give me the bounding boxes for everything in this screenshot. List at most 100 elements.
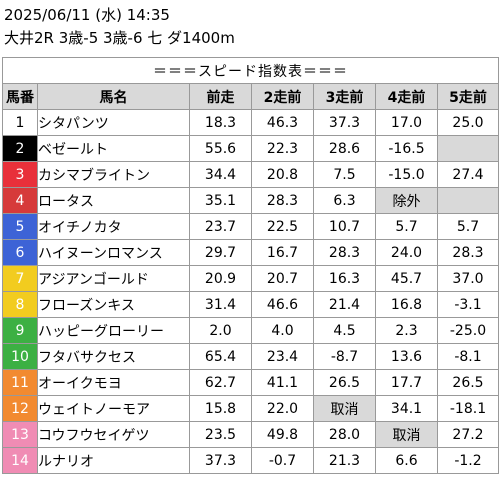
- horse-number-cell: 7: [2, 265, 38, 292]
- speed-index-cell: 28.3: [251, 187, 314, 214]
- table-body: 1 シタパンツ 18.3 46.3 37.3 17.0 25.0 2 ベゼールト 55.6 22.3…: [2, 109, 499, 474]
- table-row: 9 ハッピーグローリー 2.0 4.0 4.5 2.3 -25.0: [2, 317, 499, 344]
- table-row: 5 オイチノカタ 23.7 22.5 10.7 5.7 5.7: [2, 213, 499, 240]
- table-row: 10 フタバサクセス 65.4 23.4 -8.7 13.6 -8.1: [2, 343, 499, 370]
- table-row: 4 ロータス 35.1 28.3 6.3 除外: [2, 187, 499, 214]
- speed-index-cell: 34.1: [375, 395, 438, 422]
- speed-index-cell: 25.0: [437, 109, 499, 136]
- speed-index-cell: 45.7: [375, 265, 438, 292]
- horse-name-cell: ベゼールト: [37, 135, 190, 162]
- table-title: ＝＝＝スピード指数表＝＝＝: [2, 57, 499, 84]
- speed-index-cell: 37.0: [437, 265, 499, 292]
- speed-index-cell: 16.3: [313, 265, 376, 292]
- horse-number-cell: 6: [2, 239, 38, 266]
- speed-index-cell: -8.1: [437, 343, 499, 370]
- column-header-2-races-ago: 2走前: [251, 83, 314, 110]
- table-row: 13 コウフウセイゲツ 23.5 49.8 28.0 取消 27.2: [2, 421, 499, 448]
- speed-index-cell: 28.3: [437, 239, 499, 266]
- horse-name-cell: オイチノカタ: [37, 213, 190, 240]
- speed-index-cell: 62.7: [189, 369, 252, 396]
- table-row: 1 シタパンツ 18.3 46.3 37.3 17.0 25.0: [2, 109, 499, 136]
- speed-index-cell: 27.2: [437, 421, 499, 448]
- speed-index-cell: 23.4: [251, 343, 314, 370]
- speed-index-cell: -25.0: [437, 317, 499, 344]
- speed-index-cell: 7.5: [313, 161, 376, 188]
- speed-index-cell: 55.6: [189, 135, 252, 162]
- speed-index-cell: 22.0: [251, 395, 314, 422]
- table-row: 12 ウェイトノーモア 15.8 22.0 取消 34.1 -18.1: [2, 395, 499, 422]
- speed-index-cell: [437, 187, 499, 214]
- speed-index-cell: 22.5: [251, 213, 314, 240]
- speed-index-cell: 15.8: [189, 395, 252, 422]
- column-header-3-races-ago: 3走前: [313, 83, 376, 110]
- table-row: 7 アジアンゴールド 20.9 20.7 16.3 45.7 37.0: [2, 265, 499, 292]
- speed-index-cell: 17.7: [375, 369, 438, 396]
- speed-index-cell: 46.6: [251, 291, 314, 318]
- speed-index-cell: 26.5: [313, 369, 376, 396]
- column-header-last-race: 前走: [189, 83, 252, 110]
- speed-index-cell: 35.1: [189, 187, 252, 214]
- speed-index-cell: -18.1: [437, 395, 499, 422]
- table-row: 6 ハイヌーンロマンス 29.7 16.7 28.3 24.0 28.3: [2, 239, 499, 266]
- speed-index-cell: -15.0: [375, 161, 438, 188]
- speed-index-cell: 31.4: [189, 291, 252, 318]
- speed-index-cell: 20.7: [251, 265, 314, 292]
- race-datetime: 2025/06/11 (水) 14:35: [4, 6, 170, 24]
- speed-index-cell: -8.7: [313, 343, 376, 370]
- table-row: 11 オーイクモヨ 62.7 41.1 26.5 17.7 26.5: [2, 369, 499, 396]
- horse-number-cell: 14: [2, 447, 38, 474]
- horse-name-cell: ルナリオ: [37, 447, 190, 474]
- horse-number-cell: 10: [2, 343, 38, 370]
- column-header-horse-number: 馬番: [2, 83, 38, 110]
- column-header-horse-name: 馬名: [37, 83, 190, 110]
- horse-name-cell: ロータス: [37, 187, 190, 214]
- speed-index-cell: 34.4: [189, 161, 252, 188]
- speed-index-cell: 2.0: [189, 317, 252, 344]
- horse-name-cell: カシマブライトン: [37, 161, 190, 188]
- horse-name-cell: コウフウセイゲツ: [37, 421, 190, 448]
- speed-index-cell: 取消: [313, 395, 376, 422]
- horse-name-cell: ウェイトノーモア: [37, 395, 190, 422]
- horse-number-cell: 12: [2, 395, 38, 422]
- speed-index-cell: 除外: [375, 187, 438, 214]
- speed-index-cell: 取消: [375, 421, 438, 448]
- speed-index-cell: 37.3: [189, 447, 252, 474]
- horse-name-cell: オーイクモヨ: [37, 369, 190, 396]
- speed-index-cell: 6.6: [375, 447, 438, 474]
- speed-index-cell: [437, 135, 499, 162]
- speed-index-cell: -16.5: [375, 135, 438, 162]
- speed-index-cell: 18.3: [189, 109, 252, 136]
- speed-index-cell: 23.5: [189, 421, 252, 448]
- speed-index-cell: -3.1: [437, 291, 499, 318]
- speed-index-cell: 20.8: [251, 161, 314, 188]
- horse-name-cell: フローズンキス: [37, 291, 190, 318]
- speed-index-cell: 20.9: [189, 265, 252, 292]
- speed-index-cell: 6.3: [313, 187, 376, 214]
- horse-number-cell: 13: [2, 421, 38, 448]
- speed-index-cell: 41.1: [251, 369, 314, 396]
- speed-index-cell: 16.8: [375, 291, 438, 318]
- speed-index-cell: 46.3: [251, 109, 314, 136]
- speed-index-cell: -0.7: [251, 447, 314, 474]
- speed-index-cell: 65.4: [189, 343, 252, 370]
- speed-index-cell: 17.0: [375, 109, 438, 136]
- race-info: 大井2R 3歳-5 3歳-6 七 ダ1400m: [4, 29, 235, 47]
- horse-number-cell: 8: [2, 291, 38, 318]
- speed-index-cell: 23.7: [189, 213, 252, 240]
- horse-name-cell: フタバサクセス: [37, 343, 190, 370]
- speed-index-cell: 16.7: [251, 239, 314, 266]
- table-row: 8 フローズンキス 31.4 46.6 21.4 16.8 -3.1: [2, 291, 499, 318]
- column-header-4-races-ago: 4走前: [375, 83, 438, 110]
- speed-index-cell: 5.7: [375, 213, 438, 240]
- horse-name-cell: ハイヌーンロマンス: [37, 239, 190, 266]
- speed-index-cell: 24.0: [375, 239, 438, 266]
- speed-index-cell: 49.8: [251, 421, 314, 448]
- race-header: 2025/06/11 (水) 14:35 大井2R 3歳-5 3歳-6 七 ダ1…: [4, 4, 499, 50]
- speed-index-cell: 37.3: [313, 109, 376, 136]
- speed-index-cell: 5.7: [437, 213, 499, 240]
- horse-number-cell: 5: [2, 213, 38, 240]
- speed-index-cell: 21.3: [313, 447, 376, 474]
- speed-index-cell: -1.2: [437, 447, 499, 474]
- speed-index-cell: 27.4: [437, 161, 499, 188]
- horse-number-cell: 3: [2, 161, 38, 188]
